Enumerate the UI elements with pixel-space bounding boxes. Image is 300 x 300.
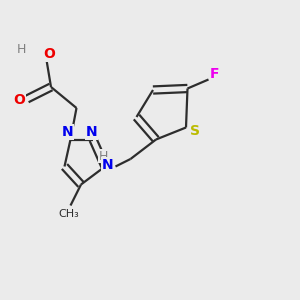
Text: O: O: [14, 94, 26, 107]
Text: F: F: [210, 67, 219, 80]
Text: H: H: [16, 43, 26, 56]
Text: O: O: [44, 47, 56, 61]
Text: N: N: [62, 125, 73, 139]
Text: CH₃: CH₃: [58, 209, 80, 219]
Text: H: H: [99, 149, 108, 163]
Text: N: N: [102, 158, 114, 172]
Text: N: N: [86, 125, 97, 139]
Text: S: S: [190, 124, 200, 137]
